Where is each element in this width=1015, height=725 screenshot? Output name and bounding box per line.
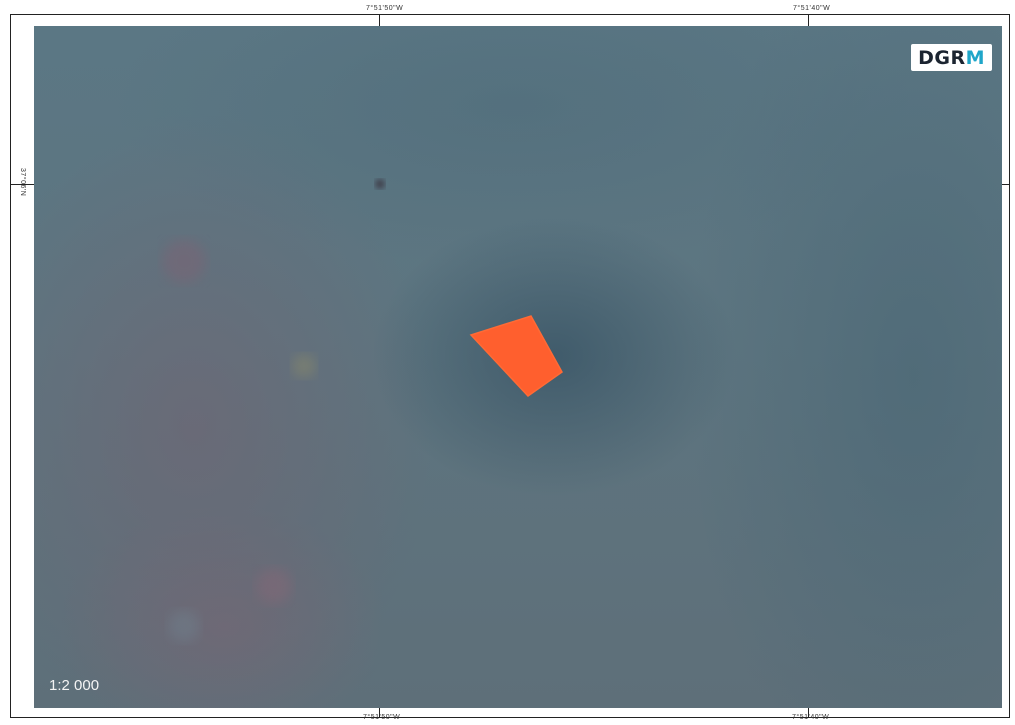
coord-top-left: 7°51'50"W	[366, 5, 404, 12]
logo-text-accent: M	[965, 47, 985, 69]
scale-label: 1:2 000	[49, 677, 100, 694]
tick-bottom-right	[808, 708, 809, 718]
parcel-polygon[interactable]	[469, 315, 563, 397]
imagery-spot	[168, 610, 200, 642]
logo-text-main: DGR	[918, 47, 966, 69]
imagery-spot	[162, 239, 206, 283]
tick-top-right	[808, 14, 809, 26]
tick-right	[1002, 184, 1010, 185]
dgrm-logo: DGRM	[911, 44, 992, 71]
coord-top-right: 7°51'40"W	[793, 5, 831, 12]
tick-top-left	[379, 14, 380, 26]
coord-bottom-left: 7°51'50"W	[363, 714, 401, 721]
imagery-spot	[256, 568, 292, 604]
coord-left: 37°06'N	[19, 168, 26, 197]
tick-bottom-left	[379, 708, 380, 718]
map-overlay	[162, 179, 563, 642]
coord-bottom-right: 7°51'40"W	[792, 714, 830, 721]
tick-left	[10, 184, 34, 185]
imagery-spot	[375, 179, 385, 189]
imagery-spot	[292, 354, 316, 378]
satellite-map[interactable]: DGRM 1:2 000	[34, 26, 1002, 708]
